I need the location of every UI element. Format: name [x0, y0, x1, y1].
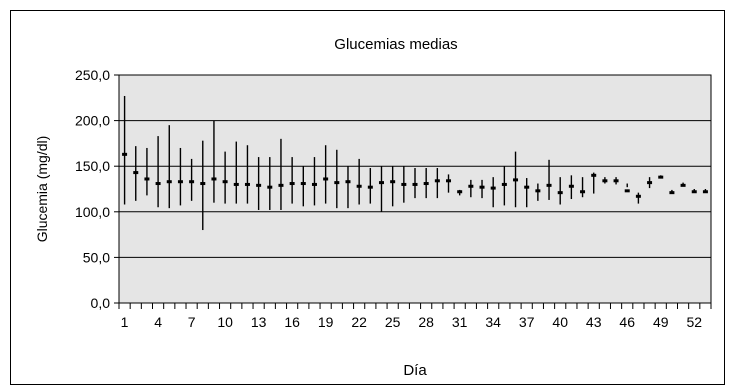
mean-marker: [133, 171, 139, 175]
mean-marker: [546, 183, 552, 187]
mean-marker: [602, 179, 608, 183]
mean-marker: [177, 180, 183, 184]
y-tick-label: 50,0: [83, 249, 110, 265]
mean-marker: [680, 183, 686, 187]
mean-marker: [390, 180, 396, 184]
mean-marker: [647, 181, 653, 185]
y-tick-label: 150,0: [75, 158, 110, 174]
mean-marker: [144, 177, 150, 181]
x-tick-label: 37: [519, 314, 535, 330]
x-tick-label: 31: [452, 314, 468, 330]
y-tick-label: 100,0: [75, 204, 110, 220]
mean-marker: [568, 184, 574, 188]
x-tick-label: 34: [485, 314, 501, 330]
mean-marker: [513, 178, 519, 182]
chart-frame: Glucemias medias 0,0 50,0 100,0 150,0 200,0 2…: [10, 10, 725, 385]
x-tick-label: 7: [188, 314, 196, 330]
mean-marker: [345, 180, 351, 184]
y-axis-label: Glucemia (mg/dl): [34, 136, 50, 243]
mean-marker: [300, 182, 306, 186]
mean-marker: [624, 189, 630, 193]
mean-marker: [189, 180, 195, 184]
x-tick-label: 22: [351, 314, 367, 330]
mean-marker: [635, 194, 641, 198]
mean-marker: [423, 182, 429, 186]
mean-marker: [669, 191, 675, 195]
mean-marker: [434, 179, 440, 183]
x-axis-ticks: 1 4 7 10 13 16 19 22 25 28 31 34 37 40 43 46 49 52: [118, 303, 712, 330]
x-tick-label: 4: [154, 314, 162, 330]
y-tick-label: 200,0: [75, 113, 110, 129]
mean-marker: [580, 190, 586, 194]
x-tick-label: 13: [251, 314, 267, 330]
x-tick-label: 28: [418, 314, 434, 330]
mean-marker: [256, 183, 262, 187]
mean-marker: [211, 177, 217, 181]
x-tick-label: 49: [653, 314, 669, 330]
mean-marker: [289, 182, 295, 186]
mean-marker: [658, 175, 664, 179]
mean-marker: [378, 181, 384, 185]
y-axis-ticks: 0,0 50,0 100,0 150,0 200,0 250,0: [75, 67, 119, 311]
gridlines: [119, 120, 711, 258]
chart-title: Glucemias medias: [334, 36, 457, 53]
mean-marker: [524, 185, 530, 189]
x-tick-label: 40: [552, 314, 568, 330]
mean-marker: [691, 190, 697, 194]
mean-marker: [166, 180, 172, 184]
mean-marker: [122, 152, 128, 156]
mean-marker: [267, 185, 273, 189]
mean-marker: [468, 184, 474, 188]
mean-marker: [401, 182, 407, 186]
x-tick-label: 19: [318, 314, 334, 330]
x-tick-label: 1: [121, 314, 129, 330]
x-tick-label: 25: [385, 314, 401, 330]
x-axis-label: Día: [403, 362, 427, 379]
mean-marker: [311, 182, 317, 186]
x-tick-label: 43: [586, 314, 602, 330]
glucose-series: [122, 95, 708, 231]
mean-marker: [702, 190, 708, 194]
y-tick-label: 0,0: [91, 295, 111, 311]
mean-marker: [535, 189, 541, 193]
mean-marker: [356, 184, 362, 188]
x-tick-label: 16: [284, 314, 300, 330]
mean-marker: [591, 173, 597, 177]
mean-marker: [323, 177, 329, 181]
mean-marker: [457, 190, 463, 194]
mean-marker: [334, 181, 340, 185]
x-tick-label: 52: [686, 314, 702, 330]
mean-marker: [200, 182, 206, 186]
mean-marker: [244, 182, 250, 186]
x-tick-label: 10: [217, 314, 233, 330]
mean-marker: [557, 191, 563, 195]
mean-marker: [233, 182, 239, 186]
mean-marker: [446, 179, 452, 183]
mean-marker: [278, 183, 284, 187]
mean-marker: [613, 179, 619, 183]
x-tick-label: 46: [619, 314, 635, 330]
mean-marker: [367, 185, 373, 189]
mean-marker: [501, 182, 507, 186]
mean-marker: [155, 182, 161, 186]
glucose-chart: Glucemias medias 0,0 50,0 100,0 150,0 200,0 2…: [34, 36, 712, 379]
mean-marker: [222, 180, 228, 184]
mean-marker: [490, 186, 496, 190]
y-tick-label: 250,0: [75, 67, 110, 83]
mean-marker: [412, 182, 418, 186]
mean-marker: [479, 185, 485, 189]
